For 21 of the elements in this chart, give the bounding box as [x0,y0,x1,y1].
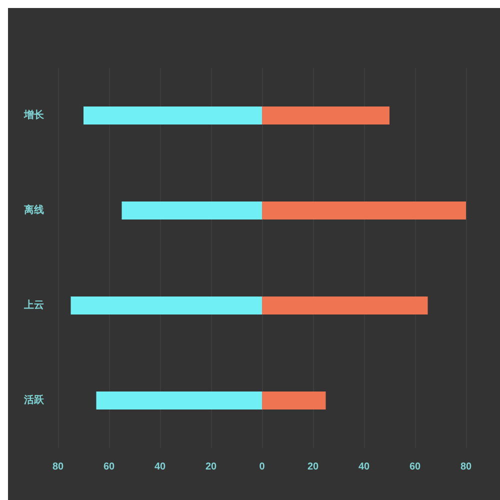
bar [122,202,262,220]
y-tick-label: 上云 [23,299,44,311]
bar [96,392,262,410]
x-tick-label: 0 [259,462,266,472]
x-tick-label: 20 [205,462,217,472]
x-tick-label: 60 [409,462,421,472]
x-tick-label: 60 [103,462,115,472]
bar [70,296,262,314]
bar [262,296,428,314]
y-tick-label: 离线 [23,204,44,216]
bar [262,202,466,220]
x-tick-label: 40 [154,462,166,472]
x-tick-label: 40 [358,462,370,472]
y-tick-label: 活跃 [23,394,45,406]
bar [262,392,326,410]
bar [262,106,390,124]
bar [84,106,262,124]
x-tick-label: 20 [307,462,319,472]
y-tick-label: 增长 [23,109,45,121]
x-tick-label: 80 [460,462,472,472]
x-tick-label: 80 [52,462,64,472]
